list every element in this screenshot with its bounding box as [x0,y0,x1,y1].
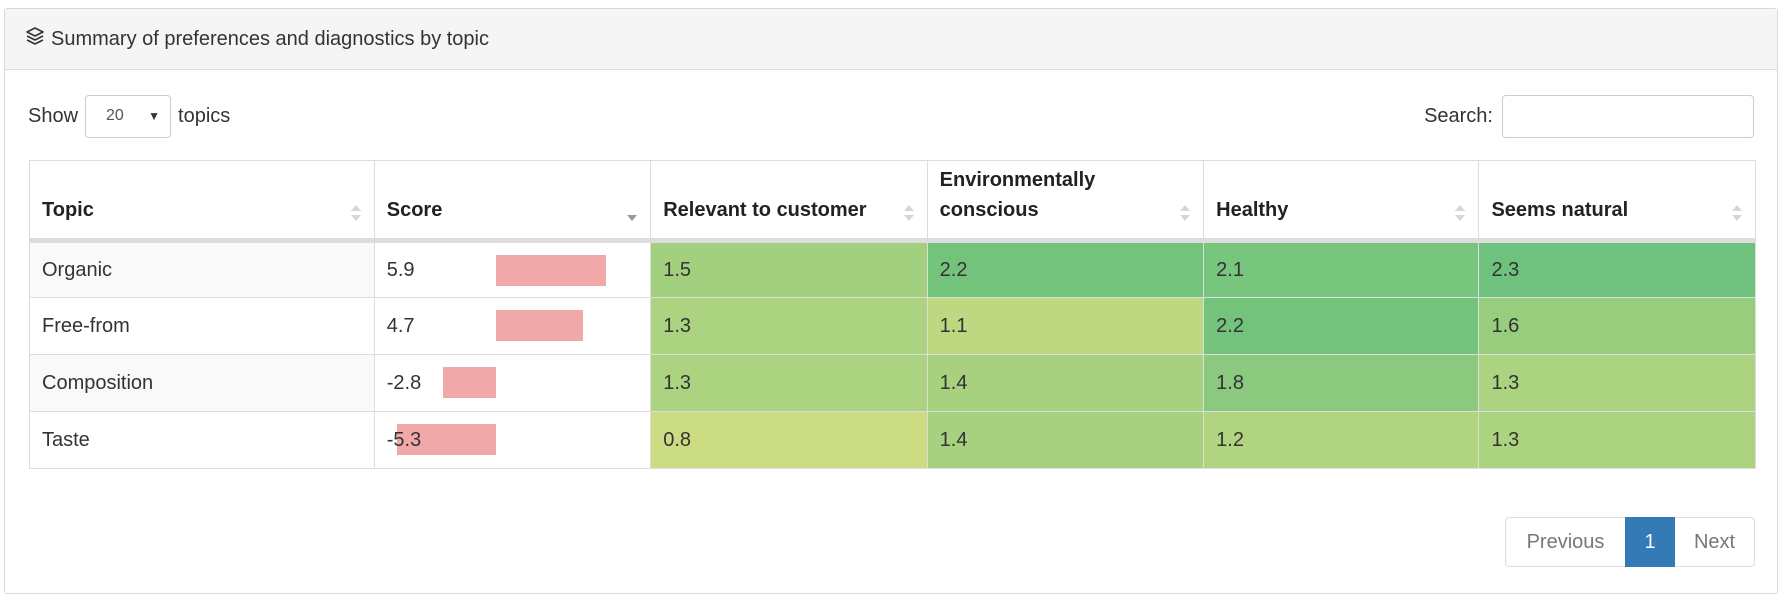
score-value: -2.8 [386,371,422,394]
sort-both-icon [350,205,361,221]
table-controls: Show 20 ▼ topics Search: [28,94,1754,138]
column-header-healthy[interactable]: Healthy [1203,160,1480,243]
score-value: 5.9 [386,258,415,281]
page-length-value: 20 [106,107,124,124]
previous-page-button[interactable]: Previous [1505,517,1625,567]
column-header-topic[interactable]: Topic [29,160,375,243]
metric-cell: 1.4 [926,354,1205,412]
length-control: Show 20 ▼ topics [28,94,231,138]
metric-cell: 1.6 [1478,297,1756,355]
metric-cell: 1.2 [1203,411,1480,469]
topic-cell: Organic [29,240,375,298]
table-row[interactable]: Free-from 4.7 1.3 1.1 2.2 1.6 [29,297,1756,355]
column-header-score[interactable]: Score [373,160,652,243]
topics-table: Topic Score Relevant to customer Environ… [29,160,1756,469]
score-value: 4.7 [386,314,415,337]
score-bar [396,424,496,455]
column-header-natural[interactable]: Seems natural [1478,160,1756,243]
column-header-environmental[interactable]: Environmentally conscious [926,160,1205,243]
page-length-select[interactable]: 20 ▼ [85,94,172,138]
topic-cell: Taste [29,411,375,469]
table-body: Organic 5.9 1.5 2.2 2.1 2.3 Free-from 4.7 1.3 1.1… [29,240,1756,469]
score-cell: 5.9 [373,240,652,298]
metric-cell: 1.3 [1478,411,1756,469]
summary-panel: Summary of preferences and diagnostics b… [4,8,1778,594]
sort-both-icon [1732,205,1742,221]
metric-cell: 2.3 [1478,240,1756,298]
score-bar [443,367,496,398]
metric-cell: 2.2 [926,240,1205,298]
table-row[interactable]: Organic 5.9 1.5 2.2 2.1 2.3 [29,240,1756,298]
layers-icon [25,26,51,52]
metric-cell: 2.2 [1203,297,1480,355]
sort-both-icon [903,205,914,221]
header-row: Topic Score Relevant to customer Environ… [29,160,1756,243]
score-cell: -2.8 [373,354,652,412]
panel-title: Summary of preferences and diagnostics b… [51,27,489,50]
search-input[interactable] [1502,94,1754,138]
page-1-button[interactable]: 1 [1625,517,1675,567]
panel-heading: Summary of preferences and diagnostics b… [5,9,1777,70]
column-header-relevant[interactable]: Relevant to customer [650,160,928,243]
score-bar [495,310,584,341]
score-value: -5.3 [386,428,422,451]
table-row[interactable]: Taste -5.3 0.8 1.4 1.2 1.3 [29,411,1756,469]
metric-cell: 1.1 [926,297,1205,355]
metric-cell: 1.5 [650,240,928,298]
next-page-button[interactable]: Next [1675,517,1755,567]
score-cell: 4.7 [373,297,652,355]
search-label: Search: [1424,104,1493,127]
pagination: Previous 1 Next [1505,517,1755,567]
table-row[interactable]: Composition -2.8 1.3 1.4 1.8 1.3 [29,354,1756,412]
caret-down-icon: ▼ [148,109,161,123]
metric-cell: 2.1 [1203,240,1480,298]
metric-cell: 1.3 [650,297,928,355]
score-bar [495,255,606,286]
metric-cell: 1.4 [926,411,1205,469]
metric-cell: 1.3 [650,354,928,412]
metric-cell: 1.3 [1478,354,1756,412]
topic-cell: Composition [29,354,375,412]
metric-cell: 1.8 [1203,354,1480,412]
show-label: Show [28,104,79,127]
topic-cell: Free-from [29,297,375,355]
search-control: Search: [1424,94,1754,138]
metric-cell: 0.8 [650,411,928,469]
sort-descending-icon [627,215,638,221]
topics-label: topics [178,104,231,127]
score-cell: -5.3 [373,411,652,469]
sort-both-icon [1180,205,1191,221]
sort-both-icon [1455,205,1466,221]
